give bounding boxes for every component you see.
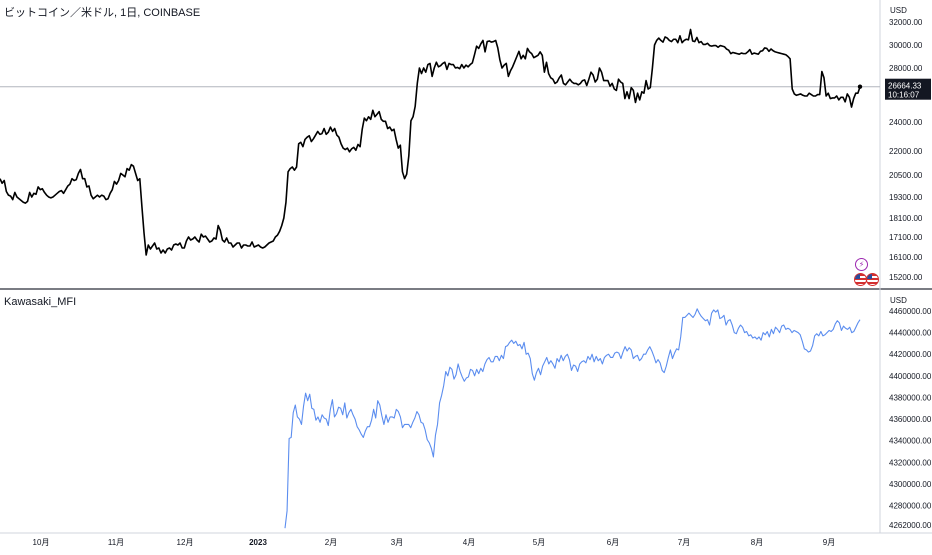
indicator-tick-label: 4360000.00 (889, 415, 932, 424)
time-tick-label: 2月 (325, 538, 337, 547)
price-currency-label: USD (890, 6, 907, 15)
time-tick-label: 11月 (108, 538, 124, 547)
price-series-line (0, 28, 861, 256)
time-tick-label: 9月 (823, 538, 835, 547)
last-price-dot (857, 84, 863, 89)
indicator-tick-label: 4340000.00 (889, 437, 932, 446)
us-flag-icon[interactable] (866, 273, 879, 286)
indicator-tick-label: 4280000.00 (889, 502, 932, 511)
price-tick-label: 19300.00 (889, 193, 923, 202)
indicator-title: Kawasaki_MFI (4, 296, 77, 308)
time-tick-label: 12月 (177, 538, 194, 547)
price-tick-label: 20500.00 (889, 171, 923, 180)
last-price-box (885, 78, 931, 100)
price-tick-label: 18100.00 (889, 214, 923, 223)
time-tick-label: 4月 (463, 538, 475, 547)
indicator-tick-label: 4460000.00 (889, 307, 932, 316)
indicator-tick-label: 4400000.00 (889, 372, 932, 381)
price-tick-label: 22000.00 (889, 147, 923, 156)
indicator-currency-label: USD (890, 296, 907, 305)
time-tick-label: 7月 (678, 538, 690, 547)
price-tick-label: 15200.00 (889, 273, 923, 282)
price-tick-label: 28000.00 (889, 64, 923, 73)
time-tick-label: 6月 (607, 538, 619, 547)
price-tick-label: 16100.00 (889, 253, 923, 262)
indicator-tick-label: 4300000.00 (889, 480, 932, 489)
price-tick-label: 17100.00 (889, 233, 923, 242)
chart-title: ビットコイン／米ドル, 1日, COINBASE (4, 7, 201, 19)
us-flag-icon[interactable] (854, 273, 867, 286)
event-icon[interactable]: ⚡ (855, 258, 868, 271)
price-tick-label: 24000.00 (889, 118, 923, 127)
price-tick-label: 32000.00 (889, 18, 923, 27)
time-tick-label: 3月 (391, 538, 403, 547)
mfi-series-line (284, 308, 861, 529)
indicator-tick-label: 4380000.00 (889, 393, 932, 402)
indicator-tick-label: 4320000.00 (889, 458, 932, 467)
time-tick-label: 10月 (33, 538, 50, 547)
indicator-tick-label: 4262000.00 (889, 521, 932, 530)
indicator-tick-label: 4440000.00 (889, 329, 932, 338)
time-tick-label: 8月 (751, 538, 763, 547)
time-tick-label: 5月 (533, 538, 545, 547)
price-tick-label: 30000.00 (889, 41, 923, 50)
last-price-value: 26664.33 (888, 82, 922, 91)
indicator-tick-label: 4420000.00 (889, 350, 932, 359)
countdown-label: 10:16:07 (888, 91, 920, 100)
time-tick-label: 2023 (249, 538, 267, 547)
